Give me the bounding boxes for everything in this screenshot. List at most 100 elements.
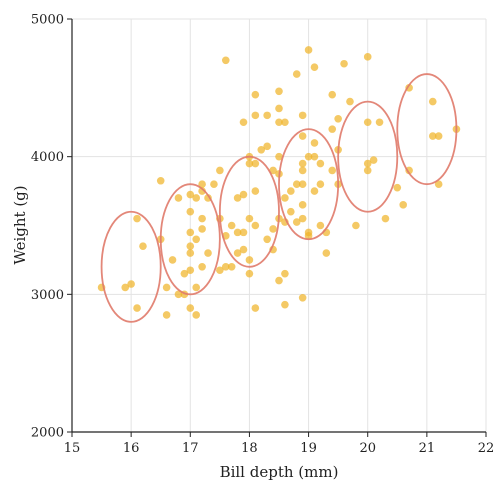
data-point (316, 221, 325, 230)
data-point (287, 207, 295, 216)
x-tick-label: 18 (241, 441, 258, 456)
data-point (168, 256, 177, 264)
data-point (363, 53, 372, 61)
data-point (269, 166, 277, 175)
data-point (298, 201, 307, 209)
data-point (198, 214, 206, 223)
data-point (381, 214, 390, 223)
data-point (245, 214, 254, 223)
data-point (369, 156, 378, 164)
data-point (275, 276, 283, 285)
x-tick-label: 15 (64, 441, 81, 456)
data-point (245, 256, 254, 264)
y-tick-label: 4000 (31, 150, 64, 165)
data-point (292, 218, 301, 226)
data-point (310, 187, 319, 195)
confidence-ellipse (278, 128, 340, 241)
data-point (221, 56, 230, 65)
data-point (186, 249, 195, 257)
data-point (127, 280, 135, 288)
data-point (180, 269, 189, 278)
data-point (298, 293, 307, 302)
data-point (292, 70, 301, 78)
data-point (227, 221, 236, 230)
y-tick-label: 3000 (31, 288, 64, 303)
data-point (292, 180, 301, 188)
y-axis-label: Weight (g) (11, 185, 29, 264)
data-point (251, 304, 260, 312)
data-point (221, 263, 230, 271)
y-tick-label: 2000 (31, 426, 64, 441)
data-point (192, 283, 200, 292)
data-point (316, 159, 325, 168)
data-point (316, 180, 325, 188)
confidence-ellipse (100, 210, 162, 323)
data-point (251, 111, 260, 120)
confidence-ellipse (396, 73, 458, 186)
ellipse-overlays (100, 73, 458, 323)
data-point (322, 249, 331, 257)
data-point (162, 311, 171, 319)
data-point (239, 228, 248, 237)
data-point (287, 187, 295, 195)
data-point (263, 235, 271, 244)
data-point (304, 152, 313, 161)
data-point (399, 201, 408, 209)
data-point (434, 180, 443, 188)
data-point (133, 214, 141, 223)
data-point (239, 245, 248, 254)
axes (71, 19, 486, 433)
data-point (162, 283, 171, 292)
x-tick-label: 17 (182, 441, 199, 456)
data-point (216, 266, 224, 275)
data-point (186, 228, 195, 237)
y-tick-label: 5000 (31, 13, 64, 28)
x-axis-label: Bill depth (mm) (220, 463, 339, 481)
data-point (239, 190, 248, 199)
data-point (428, 132, 437, 140)
data-point (310, 63, 319, 71)
data-point (186, 207, 195, 216)
data-point (310, 152, 319, 161)
data-point (340, 59, 348, 68)
data-point (393, 183, 402, 192)
data-point (198, 180, 206, 188)
data-point (298, 132, 307, 140)
data-point (257, 145, 266, 154)
x-tick-label: 21 (419, 441, 436, 456)
data-point (298, 111, 307, 120)
x-tick-label: 22 (478, 441, 495, 456)
data-point (275, 118, 283, 127)
data-point (186, 266, 195, 275)
data-point (363, 159, 372, 168)
data-point (263, 111, 271, 120)
data-point (210, 180, 218, 188)
confidence-ellipse (159, 183, 221, 296)
data-point (281, 300, 289, 309)
data-point (310, 139, 319, 147)
data-point (298, 180, 307, 188)
data-point (375, 118, 384, 127)
x-tick-label: 20 (359, 441, 376, 456)
data-point (263, 142, 271, 151)
confidence-ellipse (337, 100, 399, 213)
data-point (251, 187, 260, 195)
data-point (281, 194, 289, 202)
data-point (192, 311, 200, 319)
data-point (275, 104, 283, 113)
data-point (352, 221, 360, 230)
data-point (121, 283, 130, 292)
data-point (363, 118, 372, 127)
data-points (97, 46, 461, 319)
data-point (428, 97, 437, 106)
data-point (298, 159, 307, 168)
data-point (198, 263, 206, 271)
data-point (304, 232, 313, 240)
data-point (186, 242, 195, 250)
data-point (216, 166, 224, 175)
data-point (174, 290, 183, 299)
data-point (304, 46, 313, 54)
data-point (251, 159, 260, 168)
data-point (251, 90, 260, 99)
